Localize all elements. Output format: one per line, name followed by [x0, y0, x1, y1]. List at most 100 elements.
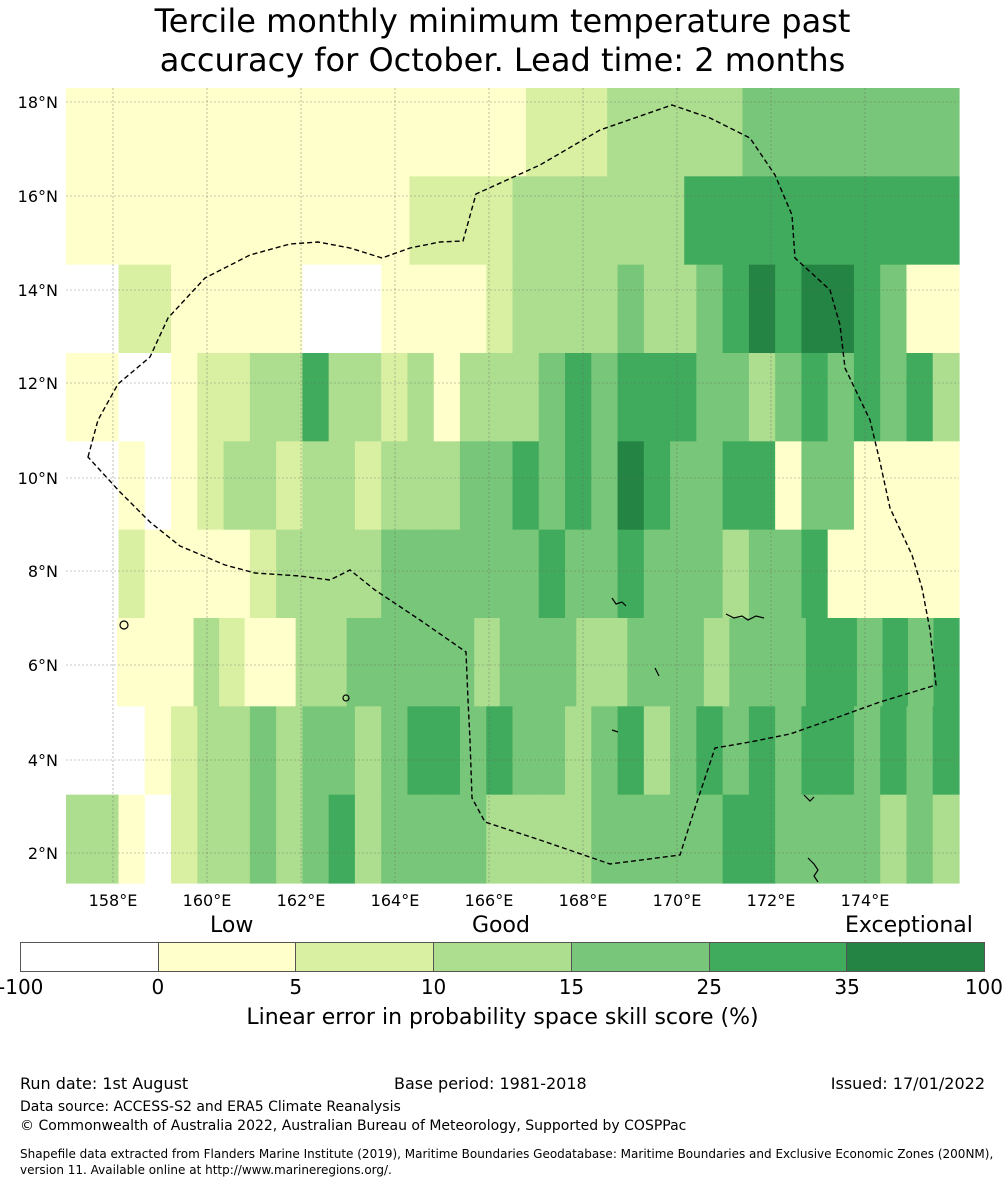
skill-cell: [471, 88, 500, 177]
island: [611, 729, 619, 733]
run-date: Run date: 1st August: [20, 1074, 189, 1093]
skill-cell: [617, 353, 645, 442]
skill-cell: [276, 706, 303, 796]
lon-label: 168°E: [559, 891, 608, 910]
skill-cell: [617, 706, 645, 796]
skill-cell: [328, 353, 356, 442]
skill-cell: [328, 706, 356, 796]
skill-cell: [538, 706, 566, 796]
colorbar-swatch: [708, 943, 847, 971]
skill-cell: [696, 794, 724, 884]
skill-cell: [906, 706, 934, 796]
skill-cell: [831, 618, 858, 707]
skill-cell: [66, 176, 101, 266]
skill-cell: [486, 264, 514, 354]
skill-cell: [340, 176, 376, 266]
skill-cell: [375, 176, 411, 266]
skill-cell: [775, 441, 803, 531]
skill-cell: [223, 353, 251, 442]
shapefile-credit-line-2: version 11. Available online at http://w…: [20, 1163, 392, 1177]
skill-cell: [171, 353, 198, 442]
skill-cell: [169, 176, 204, 266]
skill-cell: [512, 353, 540, 442]
skill-cell: [565, 264, 592, 354]
skill-cell: [722, 529, 750, 619]
skill-cell: [696, 264, 724, 354]
skill-cell: [144, 706, 172, 796]
skill-cell: [722, 441, 750, 531]
skill-cell: [696, 529, 724, 619]
skill-cell: [591, 529, 619, 619]
skill-cell: [591, 441, 619, 531]
skill-cell: [92, 794, 120, 884]
colorbar-swatch: [433, 943, 571, 971]
skill-cell: [643, 529, 671, 619]
skill-cell: [906, 794, 934, 884]
skill-cell: [272, 176, 308, 266]
skill-cell: [553, 88, 581, 177]
colorbar-tick-label: 100: [964, 975, 1003, 999]
skill-cell: [118, 794, 146, 884]
skill-cell: [932, 529, 960, 619]
skill-cell: [512, 441, 540, 531]
skill-cell: [66, 88, 94, 177]
skill-cell: [906, 441, 934, 531]
skill-cell: [643, 441, 671, 531]
skill-cell: [906, 529, 934, 619]
skill-cell: [853, 441, 881, 531]
skill-cell: [801, 529, 829, 619]
skill-cell: [118, 264, 146, 354]
skill-cell: [670, 529, 697, 619]
skill-cell: [249, 794, 277, 884]
skill-cell: [223, 706, 251, 796]
skill-cell: [321, 618, 348, 707]
skill-cell: [302, 441, 330, 531]
skill-cell: [448, 618, 475, 707]
skill-cell: [346, 618, 373, 707]
skill-cell: [381, 441, 409, 531]
lat-label: 8°N: [28, 562, 58, 581]
skill-cell: [801, 794, 829, 884]
skill-cell: [66, 706, 93, 796]
skill-cell: [565, 706, 592, 796]
skill-cell: [354, 706, 382, 796]
island: [807, 857, 819, 883]
skill-cell: [302, 353, 330, 442]
skill-cell: [249, 264, 277, 354]
skill-cell: [142, 618, 169, 707]
skill-cell: [684, 176, 720, 266]
skill-cell: [354, 353, 382, 442]
skill-cell: [197, 529, 225, 619]
skill-cell: [880, 794, 908, 884]
skill-cell: [302, 264, 330, 354]
skill-cell: [249, 706, 277, 796]
skill-cell: [591, 706, 619, 796]
skill-cell: [617, 264, 645, 354]
skill-cell: [381, 529, 409, 619]
colorbar-tick-label: 0: [151, 975, 165, 999]
skill-cell: [197, 264, 225, 354]
skill-cell: [92, 353, 120, 442]
skill-cell: [118, 706, 146, 796]
skill-cell: [486, 794, 514, 884]
longitude-labels: 158°E 160°E 162°E 164°E 166°E 168°E 170°E 172°E…: [89, 891, 890, 910]
skill-cell: [796, 88, 825, 177]
skill-cell: [880, 441, 908, 531]
skill-cell: [855, 176, 891, 266]
skill-cell: [931, 88, 960, 177]
skill-cell: [219, 618, 246, 707]
skill-cell: [775, 264, 803, 354]
skill-cell: [486, 353, 514, 442]
skill-cell: [932, 794, 960, 884]
skill-cell: [443, 176, 479, 266]
skill-cell: [823, 88, 852, 177]
skill-cell: [615, 176, 651, 266]
skill-cell: [328, 441, 356, 531]
skill-cell: [525, 618, 552, 707]
skill-cell: [526, 88, 554, 177]
skill-cell: [932, 264, 960, 354]
skill-cell: [433, 264, 461, 354]
colorbar: [20, 942, 985, 972]
skill-cell: [512, 529, 540, 619]
skill-cell: [546, 176, 582, 266]
